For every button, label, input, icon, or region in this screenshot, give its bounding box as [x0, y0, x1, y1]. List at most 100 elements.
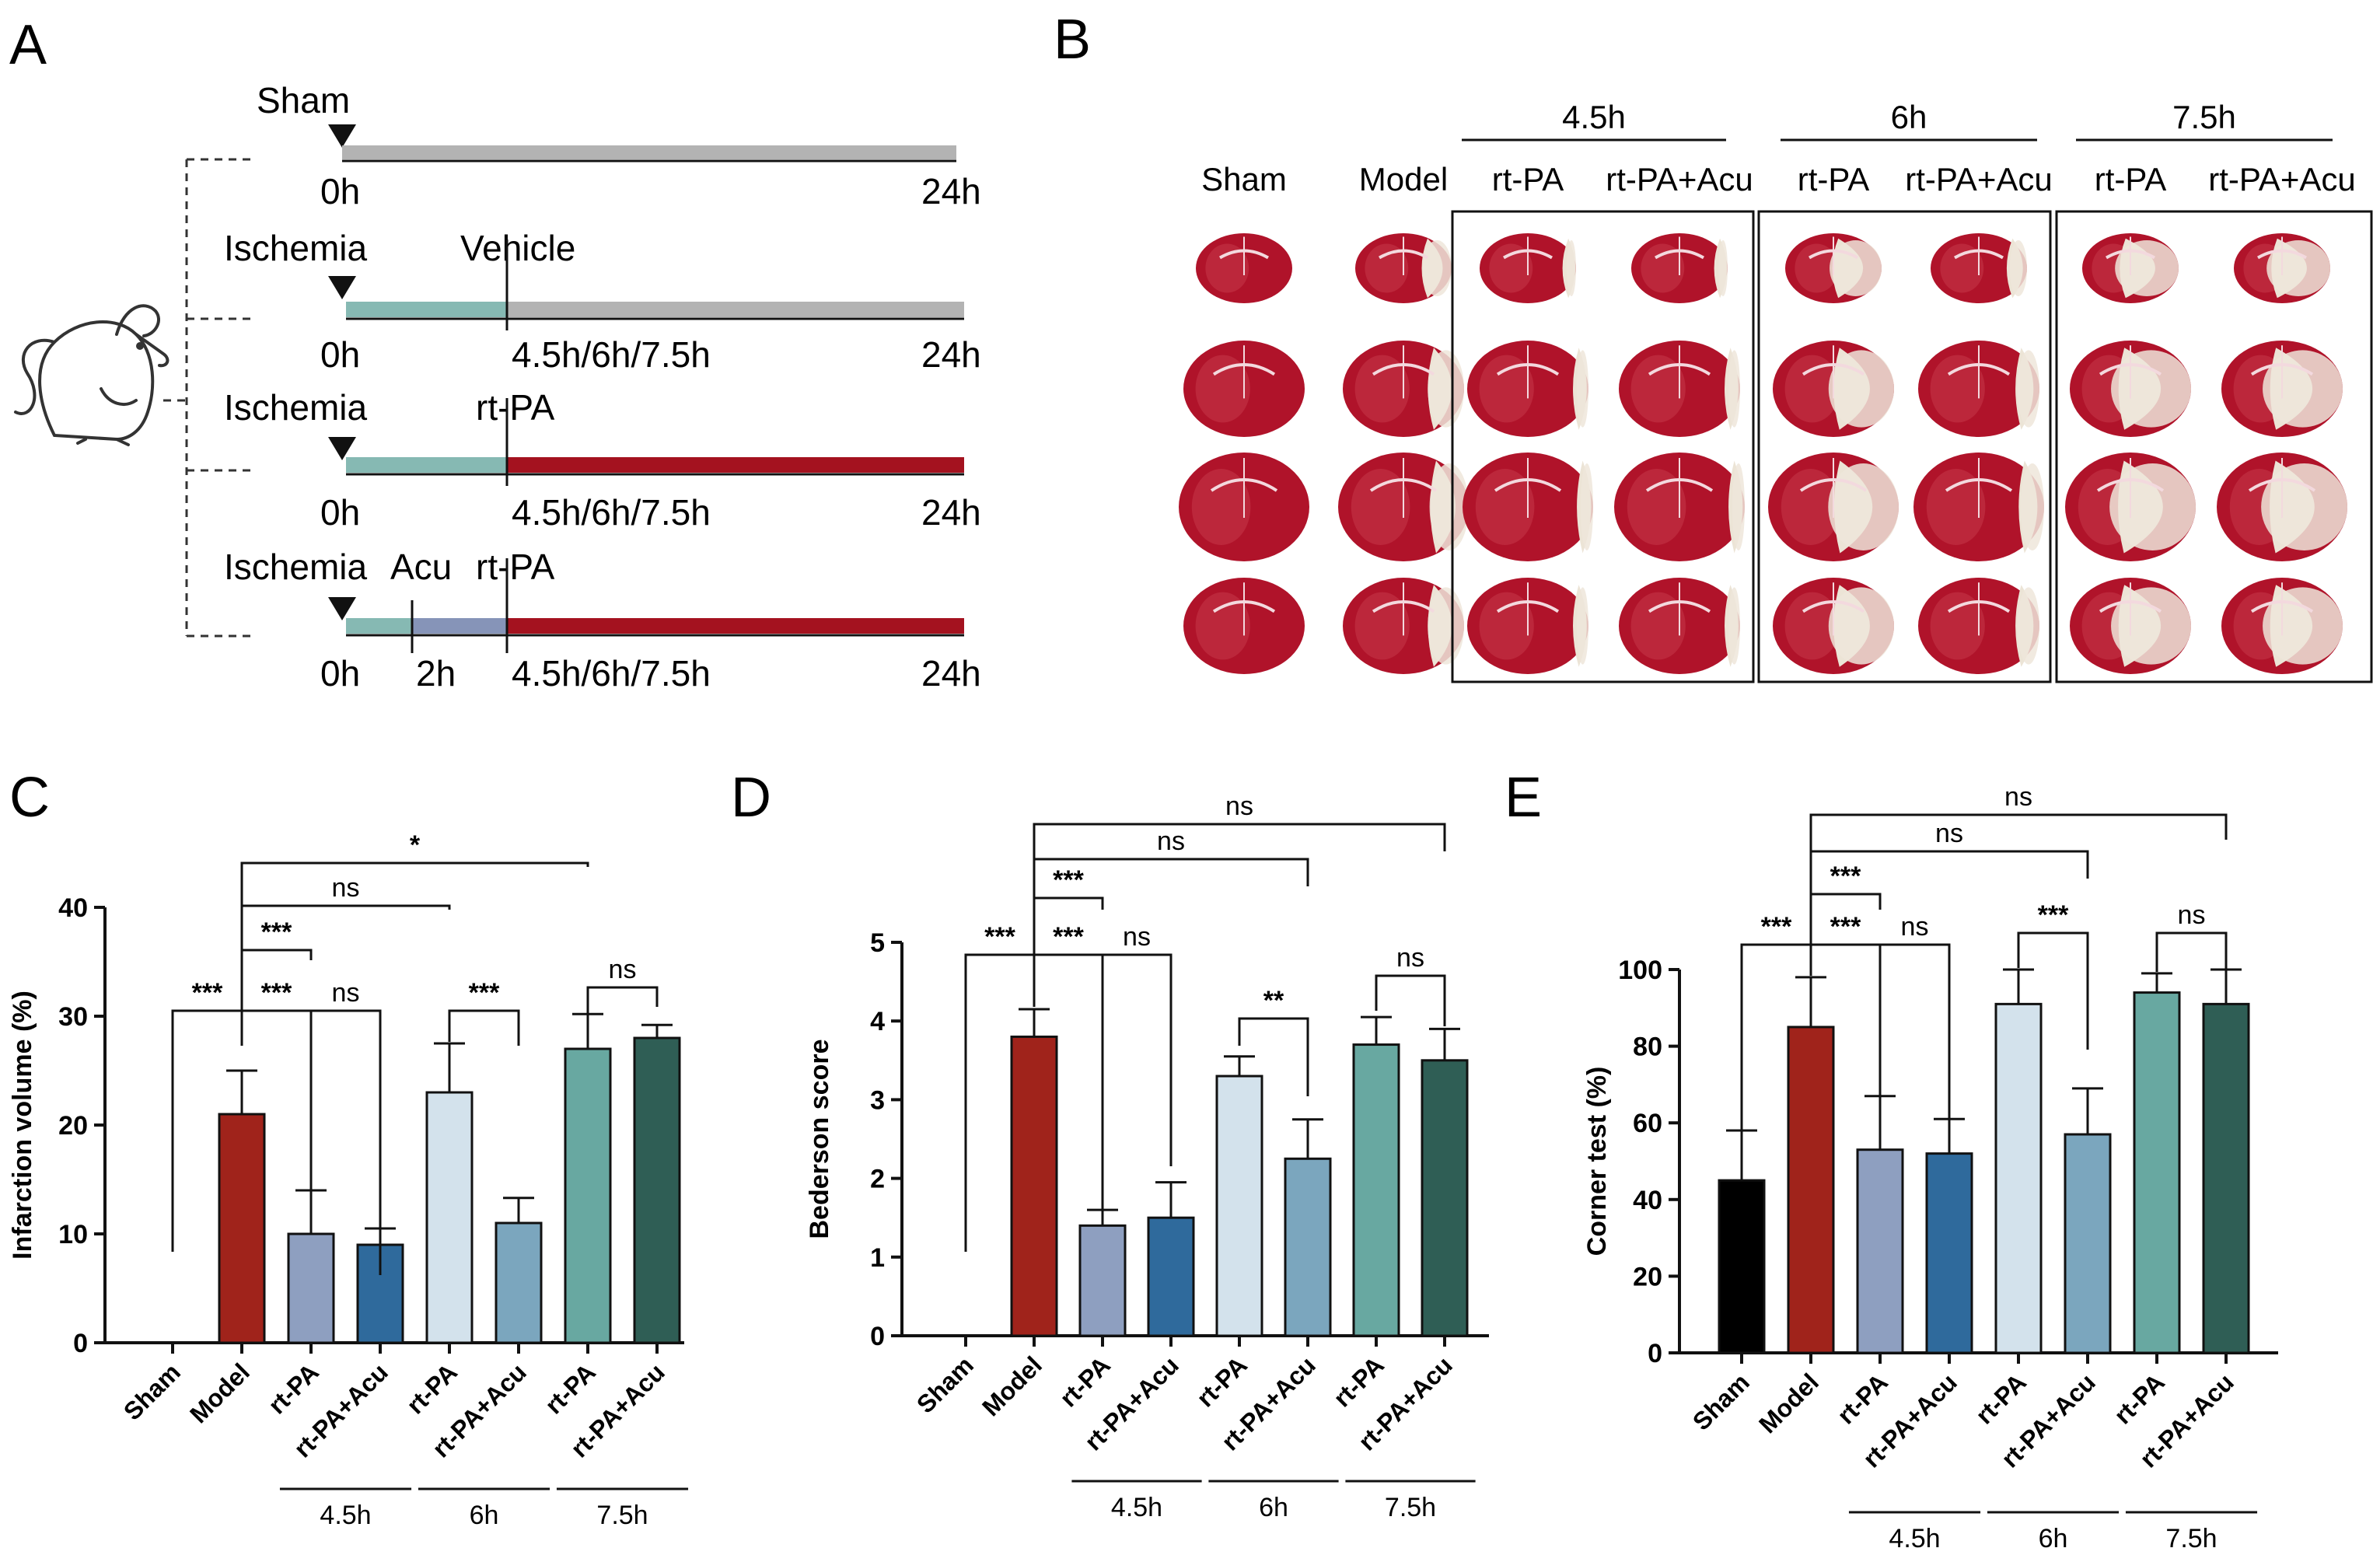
- brain-slice: [1467, 341, 1588, 437]
- y-tick-label: 2: [870, 1165, 885, 1194]
- bar: [1925, 1152, 1973, 1354]
- group-label: 6h: [2039, 1524, 2068, 1553]
- sig-label: ***: [2038, 900, 2069, 930]
- brain-slice: [1619, 578, 1740, 674]
- panel-a-label: A: [9, 14, 47, 76]
- group-label: 4.5h: [1111, 1493, 1162, 1522]
- group-label: 7.5h: [1385, 1493, 1436, 1522]
- y-tick-label: 0: [1648, 1339, 1662, 1368]
- sig-label: ***: [984, 922, 1015, 952]
- y-axis-label: Bederson score: [805, 1040, 834, 1239]
- svg-text:24h: 24h: [921, 334, 981, 375]
- category-label: Sham: [118, 1358, 186, 1425]
- brain-group-6: 6h: [1891, 99, 1927, 135]
- brain-slice: [1768, 453, 1899, 561]
- bar: [564, 1047, 612, 1344]
- sig-bracket: [1238, 1017, 1309, 1096]
- y-tick-label: 100: [1618, 956, 1662, 985]
- timeline-row-rtpa: Ischemia rt-PA 0h 4.5h/6h/7.5h 24h: [224, 387, 981, 533]
- group-label: 4.5h: [320, 1501, 371, 1530]
- category-label: Model: [1753, 1368, 1824, 1438]
- brain-slice-photos: [1179, 233, 2347, 674]
- category-label: rt-PA: [2109, 1368, 2170, 1429]
- sig-label: ***: [1053, 922, 1084, 952]
- brain-slice: [1918, 578, 2039, 674]
- brain-group-45: 4.5h: [1562, 99, 1626, 135]
- sig-bracket: [240, 861, 589, 1046]
- category-label: rt-PA: [401, 1358, 463, 1419]
- sig-label: ns: [1157, 826, 1185, 856]
- svg-text:2h: 2h: [416, 653, 456, 694]
- sig-label: ns: [332, 873, 360, 903]
- sig-label: ns: [1225, 791, 1253, 821]
- svg-text:4.5h/6h/7.5h: 4.5h/6h/7.5h: [512, 653, 711, 694]
- bar: [2133, 991, 2181, 1354]
- bar: [218, 1113, 266, 1344]
- brain-col-label: rt-PA: [2095, 161, 2167, 197]
- brain-slice: [2221, 341, 2343, 437]
- category-label: rt-PA: [1191, 1351, 1253, 1412]
- category-label: Model: [184, 1358, 255, 1428]
- timeline-row-acu: Ischemia Acu rt-PA 0h 2h 4.5h/6h/7.5h 24…: [224, 547, 981, 694]
- panel-b-label: B: [1054, 9, 1091, 71]
- bar: [425, 1091, 474, 1344]
- bar: [1856, 1148, 1904, 1354]
- bar: [1352, 1043, 1400, 1337]
- y-tick-label: 5: [870, 928, 885, 958]
- brain-slice: [1196, 233, 1292, 303]
- brain-col-label: rt-PA: [1492, 161, 1564, 197]
- svg-text:Vehicle: Vehicle: [460, 228, 575, 268]
- category-label: Sham: [911, 1351, 979, 1418]
- brain-headers: 4.5h 6h 7.5h: [1462, 99, 2333, 142]
- sig-label: ns: [1123, 922, 1151, 952]
- bar: [2064, 1133, 2112, 1354]
- bar: [1787, 1026, 1835, 1354]
- brain-slice: [1338, 453, 1470, 561]
- group-label: 7.5h: [2165, 1524, 2217, 1553]
- brain-slice: [2082, 233, 2179, 303]
- sig-bracket: [2017, 931, 2089, 1050]
- svg-text:24h: 24h: [921, 171, 981, 211]
- bar: [1718, 1179, 1766, 1354]
- brain-slice: [1183, 341, 1305, 437]
- sig-label: ***: [192, 978, 223, 1008]
- timeline-row-vehicle: Ischemia Vehicle 0h 4.5h/6h/7.5h 24h: [224, 228, 981, 375]
- brain-col-label: Model: [1359, 161, 1448, 197]
- y-tick-label: 40: [58, 893, 88, 923]
- y-tick-label: 80: [1633, 1033, 1662, 1062]
- group-label: 4.5h: [1889, 1524, 1940, 1553]
- y-tick-label: 30: [58, 1002, 88, 1032]
- brain-slice: [2070, 578, 2191, 674]
- bar: [495, 1221, 543, 1344]
- sig-label: ns: [2178, 900, 2206, 930]
- svg-text:4.5h/6h/7.5h: 4.5h/6h/7.5h: [512, 492, 711, 533]
- bar: [1010, 1035, 1058, 1337]
- panel-d-label: D: [731, 767, 771, 829]
- svg-text:Ischemia: Ischemia: [224, 547, 367, 587]
- brain-slice: [1773, 578, 1894, 674]
- sig-bracket: [448, 1009, 520, 1046]
- brain-slice: [2070, 341, 2191, 437]
- category-label: rt-PA: [1832, 1368, 1893, 1429]
- svg-text:0h: 0h: [320, 334, 360, 375]
- brain-slice: [1463, 453, 1593, 561]
- brain-slice: [1480, 233, 1576, 303]
- brain-slice: [2234, 233, 2331, 303]
- brain-group-75: 7.5h: [2172, 99, 2236, 135]
- svg-text:0h: 0h: [320, 492, 360, 533]
- sig-label: ns: [1935, 819, 1963, 848]
- brain-col-label: rt-PA+Acu: [1606, 161, 1753, 197]
- sig-label: ns: [2004, 782, 2032, 812]
- group-label: 7.5h: [596, 1501, 648, 1530]
- brain-slice: [1773, 341, 1894, 437]
- brain-slice: [1785, 233, 1882, 303]
- brain-slice: [1467, 578, 1588, 674]
- bar: [1147, 1216, 1195, 1337]
- brain-slice: [2217, 453, 2347, 561]
- bar: [1215, 1075, 1263, 1337]
- sig-label: ns: [1396, 943, 1424, 973]
- sig-label: ***: [1761, 912, 1792, 942]
